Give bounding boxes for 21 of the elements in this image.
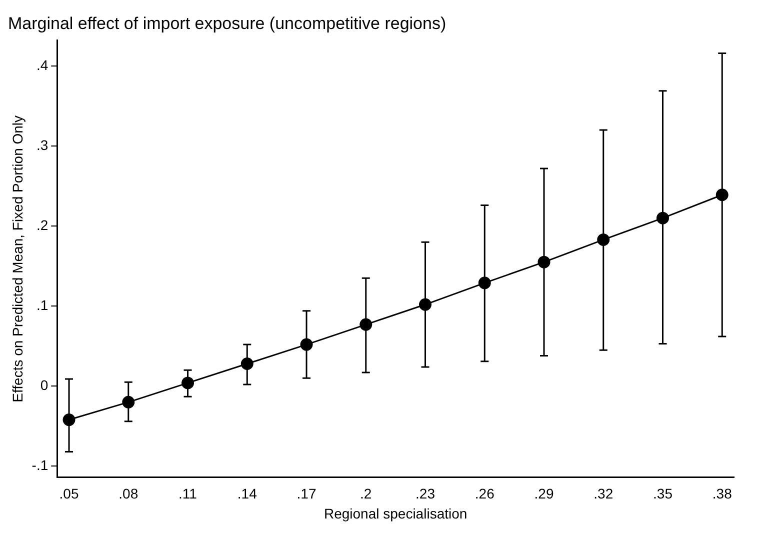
y-tick-label: .4: [36, 56, 48, 73]
x-tick-label: .08: [118, 486, 138, 502]
y-tick-label: .2: [36, 216, 48, 233]
x-tick-label: .17: [296, 486, 316, 502]
x-tick-label: .23: [416, 486, 436, 502]
x-tick-label: .2: [360, 486, 372, 502]
x-tick-label: .05: [59, 486, 79, 502]
x-tick-label: .14: [237, 486, 258, 502]
x-tick-label: .26: [474, 486, 495, 502]
y-tick-label: .1: [36, 296, 48, 313]
x-tick-label: .38: [712, 486, 732, 502]
chart-title: Marginal effect of import exposure (uncompetitive regions): [8, 14, 446, 33]
x-tick-label: .35: [653, 486, 673, 502]
y-tick-label: .3: [36, 136, 48, 153]
y-axis-title: Effects on Predicted Mean, Fixed Portion Only: [9, 115, 26, 402]
x-tick-label: .29: [534, 486, 554, 502]
x-tick-label: .32: [594, 486, 614, 502]
x-axis-title: Regional specialisation: [324, 505, 468, 522]
y-tick-label: 0: [40, 377, 48, 394]
y-tick-label: -.1: [32, 457, 48, 474]
x-tick-label: .11: [178, 486, 198, 502]
